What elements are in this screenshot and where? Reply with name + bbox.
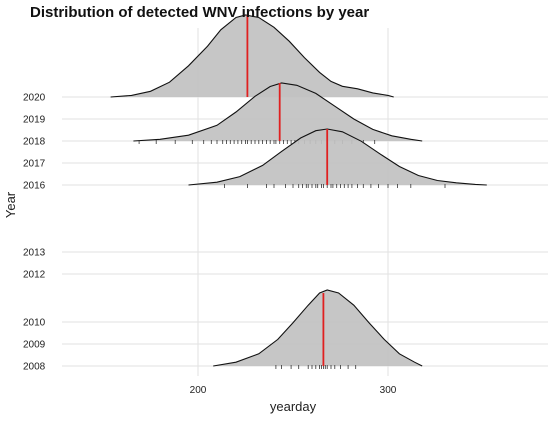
x-tick-label: 200 [190, 385, 207, 396]
y-tick-label: 2016 [23, 181, 46, 192]
ridge-fill-2016 [188, 129, 487, 185]
y-tick-label: 2020 [23, 93, 46, 104]
y-tick-label: 2018 [23, 137, 46, 148]
ridge-outline-2016 [188, 128, 487, 186]
y-tick-label: 2012 [23, 270, 46, 281]
ridge-outline-2008 [213, 289, 423, 367]
ridge-outline-2020 [110, 14, 394, 98]
ridge-outline-2018 [133, 82, 423, 142]
y-tick-label: 2009 [23, 340, 46, 351]
ridge-fill-2020 [110, 15, 394, 97]
x-tick-label: 300 [380, 385, 397, 396]
ridge-fill-2008 [213, 290, 423, 366]
y-axis-title: Year [3, 191, 18, 218]
y-tick-label: 2010 [23, 318, 46, 329]
ridge-fill-2018 [133, 83, 423, 141]
x-axis-title: yearday [270, 399, 317, 414]
y-tick-label: 2008 [23, 362, 46, 373]
y-tick-label: 2017 [23, 159, 46, 170]
y-tick-label: 2013 [23, 248, 46, 259]
label-layer: 200 300 2008 2009 2010 2012 2013 2016 2017 2018 20… [23, 93, 397, 397]
y-tick-label: 2019 [23, 115, 46, 126]
chart-title: Distribution of detected WNV infections … [30, 4, 369, 21]
ridge-layer [110, 14, 487, 369]
